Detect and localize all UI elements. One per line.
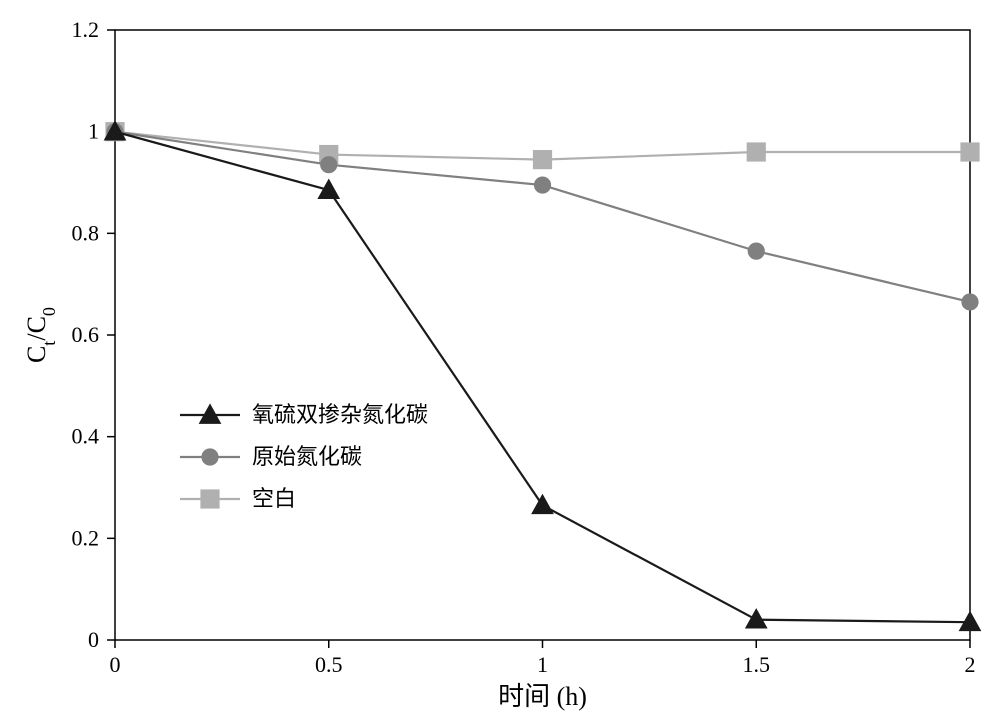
x-tick-label: 2	[965, 652, 976, 677]
x-tick-label: 0	[110, 652, 121, 677]
y-tick-label: 0.2	[72, 525, 100, 550]
x-tick-label: 1	[537, 652, 548, 677]
legend-label: 氧硫双掺杂氮化碳	[252, 402, 428, 427]
y-tick-label: 0	[88, 627, 99, 652]
chart-container: 00.511.52时间 (h)00.20.40.60.811.2Ct/C0氧硫双…	[0, 0, 1000, 728]
y-tick-label: 0.4	[72, 424, 100, 449]
y-tick-label: 1.2	[72, 17, 100, 42]
x-tick-label: 0.5	[315, 652, 343, 677]
legend-label: 空白	[252, 486, 296, 511]
line-chart: 00.511.52时间 (h)00.20.40.60.811.2Ct/C0氧硫双…	[0, 0, 1000, 728]
y-tick-label: 0.6	[72, 322, 100, 347]
x-tick-label: 1.5	[743, 652, 771, 677]
legend-label: 原始氮化碳	[252, 444, 362, 469]
y-tick-label: 0.8	[72, 220, 100, 245]
y-tick-label: 1	[88, 119, 99, 144]
x-axis-label: 时间 (h)	[498, 682, 587, 711]
